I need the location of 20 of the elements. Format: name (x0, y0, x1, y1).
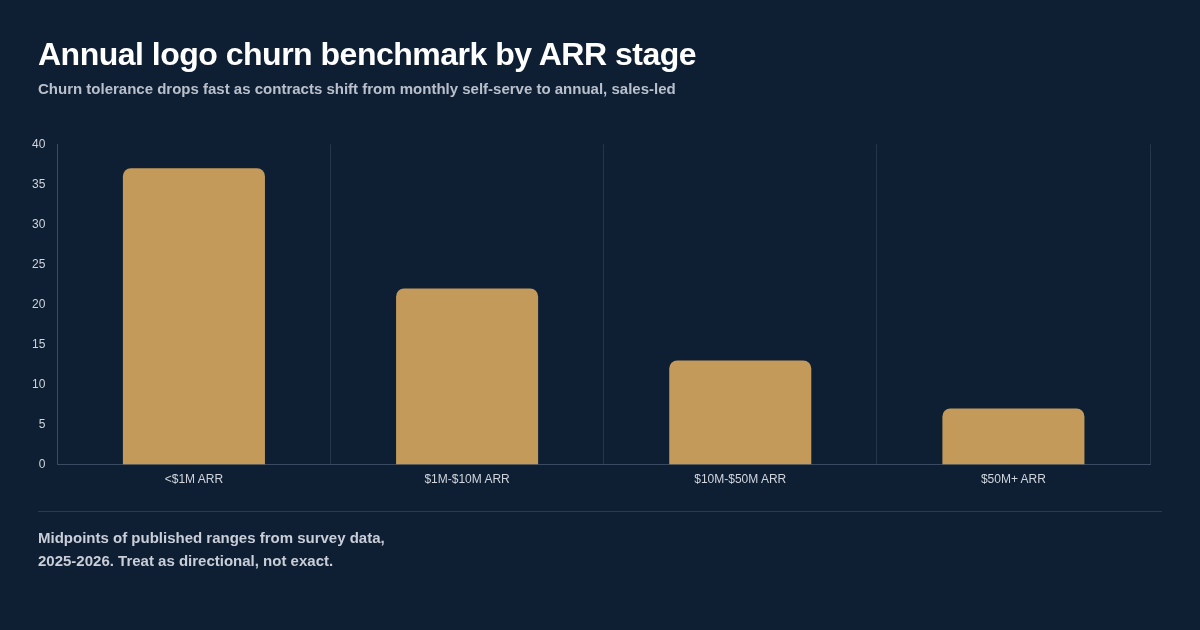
chart-subtitle: Churn tolerance drops fast as contracts shift from monthly self-serve to annual, sales-led (38, 80, 676, 97)
bar (396, 288, 539, 465)
text: Midpoints of published ranges from survey data, 2025-2026. Treat as directional, not exact. (38, 528, 386, 571)
y-tick-label: 40 (31, 136, 46, 151)
y-tick-label: 0 (38, 456, 46, 471)
x-tick-label: $10M-$50M ARR (694, 472, 787, 487)
y-tick-label: 25 (31, 256, 46, 271)
bar (122, 168, 265, 465)
x-tick-label: $50M+ ARR (980, 472, 1047, 487)
y-tick-label: 20 (31, 296, 46, 311)
y-tick-label: 35 (31, 176, 46, 191)
bar (669, 360, 812, 465)
chart-title: Annual logo churn benchmark by ARR stage (38, 36, 697, 73)
y-tick-label: 15 (31, 336, 46, 351)
y-tick-label: 30 (31, 216, 46, 231)
y-tick-label: 5 (38, 416, 46, 431)
x-tick-label: <$1M ARR (164, 472, 224, 487)
bar (942, 408, 1085, 465)
y-tick-label: 10 (31, 376, 46, 391)
x-tick-label: $1M-$10M ARR (424, 472, 511, 487)
